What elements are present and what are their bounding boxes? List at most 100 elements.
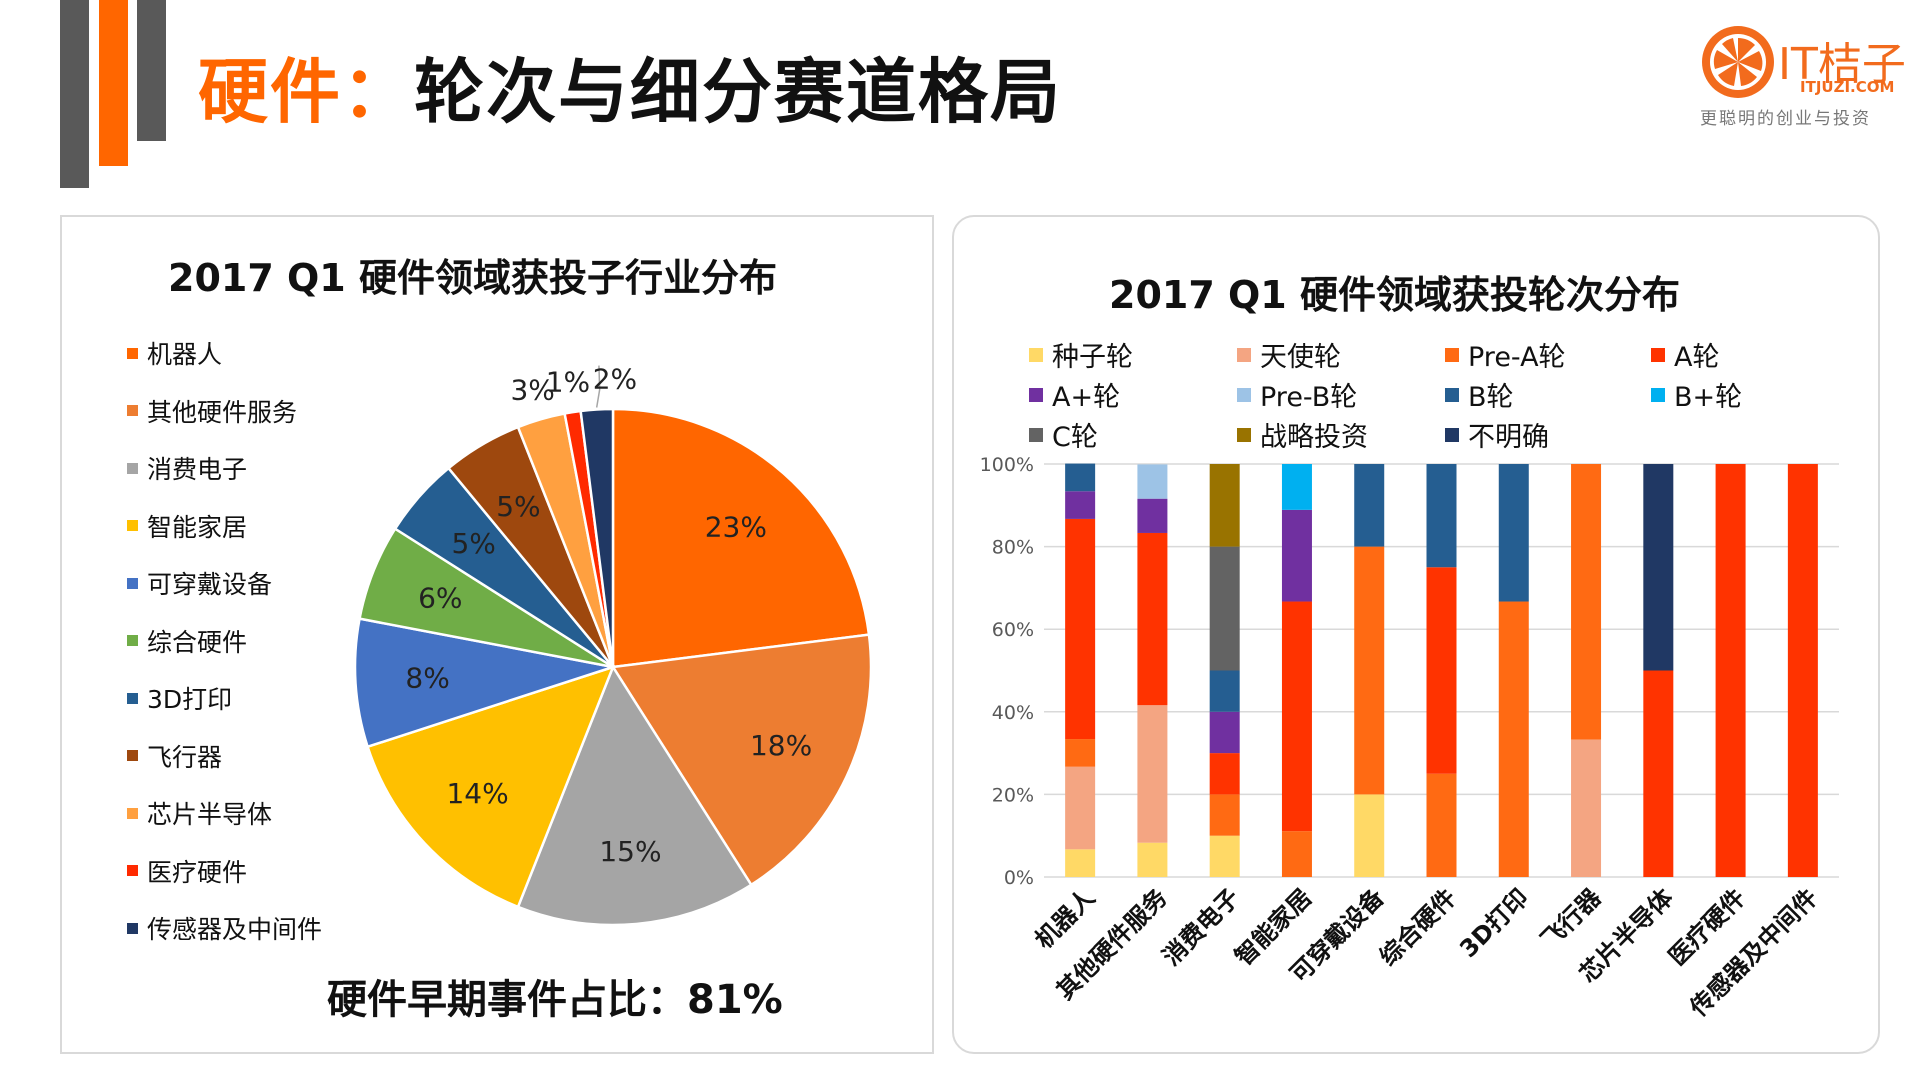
legend-swatch [127,692,138,704]
legend-label: Pre-B轮 [1260,382,1358,413]
bar-segment [1137,842,1168,877]
legend-label: 其他硬件服务 [147,397,298,427]
y-tick-label: 0% [1004,867,1034,889]
header-bar-orange [99,0,128,166]
legend-label: 天使轮 [1260,342,1341,373]
pie-legend-item: 芯片半导体 [127,795,272,831]
bar-legend-item: Pre-A轮 [1445,335,1566,374]
legend-swatch [127,635,138,646]
legend-label: 不明确 [1468,422,1549,453]
pie-slice [611,407,871,669]
pie-legend-item: 3D打印 [127,680,232,716]
pie-data-label: 2% [593,363,637,396]
y-tick-label: 40% [992,702,1034,724]
legend-swatch [127,750,138,761]
page-title: 硬件：轮次与细分赛道格局 [198,36,1062,137]
legend-swatch [1445,427,1459,442]
pie-legend-item: 综合硬件 [127,623,247,659]
title-prefix: 硬件 [198,51,342,133]
bar-segment [1643,464,1674,671]
legend-swatch [1445,387,1459,402]
legend-label: A轮 [1674,342,1720,373]
legend-swatch [1651,347,1665,362]
pie-data-label: 3% [510,373,554,406]
legend-swatch [1445,347,1459,362]
bar-legend-item: Pre-B轮 [1237,375,1357,414]
bar-segment [1137,532,1168,706]
legend-label: 传感器及中间件 [147,915,323,944]
pie-slice [579,407,615,668]
logo-url: ITJUZI.COM [1800,78,1895,96]
header-bar-gray-2 [137,0,166,141]
bar-segment [1498,464,1529,602]
bar-segment [1065,518,1096,740]
pie-slice [516,664,753,927]
bar-segment [1065,766,1096,850]
bar-legend-item: A+轮 [1029,375,1120,414]
legend-swatch [127,922,138,934]
bar-legend-item: 种子轮 [1029,335,1133,374]
bar-segment [1354,546,1385,795]
bar-segment [1787,464,1818,877]
bar-segment [1426,567,1457,774]
legend-swatch [1237,387,1251,402]
legend-swatch [127,577,138,589]
legend-label: 种子轮 [1052,342,1133,373]
bar-segment [1137,705,1168,843]
legend-swatch [1651,387,1665,402]
pie-panel: 2017 Q1 硬件领域获投子行业分布 机器人其他硬件服务 消费电子智能家居可穿戴… [60,215,934,1054]
pie-data-label: 8% [405,662,449,695]
legend-label: 可穿戴设备 [147,570,273,599]
legend-swatch [1237,427,1251,442]
bar-segment [1065,739,1096,767]
bar-segment [1065,491,1096,519]
bar-segment [1209,670,1240,712]
legend-swatch [127,520,138,531]
legend-swatch [127,865,138,876]
bar-segment [1498,601,1529,877]
legend-swatch [127,807,138,819]
logo-name: IT桔子 [1778,39,1906,90]
pie-legend-item: 可穿戴设备 [127,565,272,601]
pie-slice [353,617,614,749]
pie-data-label: 18% [750,729,812,762]
header-bar-gray-1 [60,0,89,188]
bar-segment [1209,835,1240,877]
legend-label: 机器人 [147,340,223,369]
bar-segment [1426,464,1457,568]
bar-segment [1426,773,1457,877]
pie-data-label: 23% [705,511,767,544]
pie-legend-item: 医疗硬件 [127,853,247,889]
pie-legend-item: 其他硬件服务 [127,393,297,429]
pie-slice [610,633,873,887]
bar-segment [1209,794,1240,836]
bar-segment [1209,546,1240,671]
pie-data-label: 14% [446,777,508,810]
bar-segment [1209,753,1240,795]
bar-segment [1065,849,1096,877]
legend-label: 智能家居 [147,512,248,542]
bar-chart-title: 2017 Q1 硬件领域获投轮次分布 [1109,273,1680,317]
bar-segment [1209,711,1240,754]
bar-panel: 2017 Q1 硬件领域获投轮次分布 种子轮 天使轮 Pre-A轮 A轮 A+轮 Pre-… [952,215,1880,1054]
x-tick-label: 综合硬件 [1374,883,1462,971]
y-tick-label: 60% [992,619,1034,641]
legend-swatch [127,462,138,474]
pie-data-label: 5% [451,527,495,560]
legend-label: 消费电子 [147,455,248,484]
legend-label: 飞行器 [147,742,223,772]
early-stage-note: 硬件早期事件占比：81% [327,977,783,1023]
bar-legend-item: B+轮 [1651,375,1742,414]
bar-segment [1643,670,1674,877]
bar-segment [1281,831,1312,877]
bar-segment [1571,464,1602,740]
itjuzi-logo: IT桔子 ITJUZI.COM 更聪明的创业与投资 [1700,24,1906,134]
bar-segment [1354,794,1385,877]
title-separator: ： [342,51,414,133]
x-tick-label: 传感器及中间件 [1684,883,1823,1022]
orange-slice-icon [1702,26,1774,98]
pie-data-label: 15% [599,835,661,868]
bar-segment [1281,601,1312,832]
legend-label: Pre-A轮 [1468,342,1566,373]
pie-chart-title: 2017 Q1 硬件领域获投子行业分布 [168,256,777,300]
